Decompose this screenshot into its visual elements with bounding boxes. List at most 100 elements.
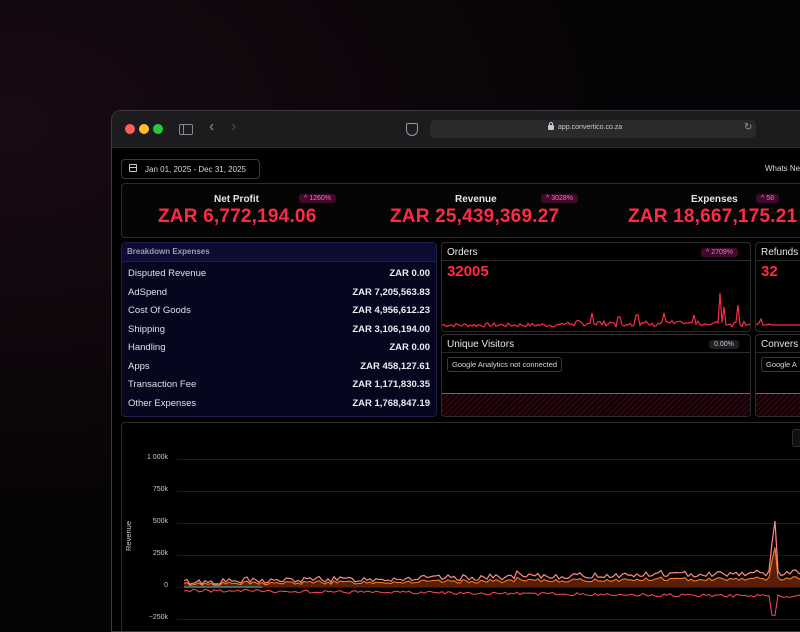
breakdown-expenses-panel: Breakdown Expenses Disputed Revenue ZAR 0… xyxy=(121,242,437,417)
unique-visitors-card[interactable]: Unique Visitors 0.00% Google Analytics n… xyxy=(441,334,751,417)
card-title: Unique Visitors xyxy=(447,339,515,350)
empty-chart-area xyxy=(442,393,750,416)
kpi-badge: ^ 58 xyxy=(756,194,780,203)
y-tick-label: 750k xyxy=(152,486,168,493)
y-tick-label: 500k xyxy=(152,518,168,525)
gridline xyxy=(177,459,800,460)
orders-value: 32005 xyxy=(447,263,489,280)
refunds-sparkline xyxy=(756,317,800,326)
kpi-value: ZAR 18,667,175.21 xyxy=(628,206,798,227)
chart-options-button[interactable] xyxy=(792,429,800,447)
row-value: ZAR 4,956,612.23 xyxy=(352,305,430,316)
row-value: ZAR 3,106,194.00 xyxy=(352,324,430,335)
kpi-badge: ^ 3028% xyxy=(541,194,579,203)
kpi-badge: ^ 1260% xyxy=(299,194,337,203)
revenue-area xyxy=(184,547,800,587)
card-divider xyxy=(442,352,750,353)
y-tick-label: 0 xyxy=(164,582,168,589)
lock-icon xyxy=(548,122,554,130)
reload-icon[interactable]: ↻ xyxy=(744,122,753,133)
kpi-name: Expenses xyxy=(691,194,738,205)
revenue-line xyxy=(183,520,800,586)
sidebar-toggle-icon[interactable] xyxy=(179,124,193,135)
row-label: Disputed Revenue xyxy=(128,268,207,279)
breakdown-row: Cost Of Goods ZAR 4,956,612.23 xyxy=(128,302,430,320)
kpi-name: Revenue xyxy=(455,194,497,205)
breakdown-row: Shipping ZAR 3,106,194.00 xyxy=(128,321,430,339)
gridline xyxy=(177,555,800,556)
row-label: Other Expenses xyxy=(128,398,197,409)
y-tick-label: 250k xyxy=(152,550,168,557)
row-label: Apps xyxy=(128,361,150,372)
card-divider xyxy=(756,352,800,353)
gridline xyxy=(177,619,800,620)
revenue-negative-line xyxy=(183,588,800,616)
close-window-button[interactable] xyxy=(125,124,135,134)
revenue-chart: 1 000k 750k 500k 250k 0 −250k Revenue xyxy=(121,422,800,631)
row-label: Transaction Fee xyxy=(128,379,197,390)
browser-window: ‹ › app.convertico.co.za ↻ Jan 01, 2025 … xyxy=(111,110,800,632)
revenue-line-secondary xyxy=(183,547,800,586)
breakdown-row: Transaction Fee ZAR 1,171,830.35 xyxy=(128,376,430,394)
row-label: Shipping xyxy=(128,324,165,335)
breakdown-row: Apps ZAR 458,127.61 xyxy=(128,358,430,376)
shield-icon[interactable] xyxy=(406,123,418,136)
orders-sparkline-path xyxy=(442,292,750,329)
y-tick-label: 1 000k xyxy=(146,454,168,461)
card-title: Orders xyxy=(447,247,478,258)
row-value: ZAR 7,205,563.83 xyxy=(352,287,430,298)
kpi-value: ZAR 25,439,369.27 xyxy=(390,206,560,227)
kpi-value: ZAR 6,772,194.06 xyxy=(158,206,317,227)
row-label: AdSpend xyxy=(128,287,168,298)
orders-sparkline xyxy=(442,292,750,329)
breakdown-row: Handling ZAR 0.00 xyxy=(128,339,430,357)
panel-title: Breakdown Expenses xyxy=(122,243,436,262)
date-range-picker[interactable]: Jan 01, 2025 - Dec 31, 2025 xyxy=(121,159,260,179)
row-value: ZAR 0.00 xyxy=(389,342,430,353)
date-range-label: Jan 01, 2025 - Dec 31, 2025 xyxy=(145,165,246,174)
gridline xyxy=(177,587,800,588)
gridline xyxy=(177,491,800,492)
breakdown-row: AdSpend ZAR 7,205,563.83 xyxy=(128,284,430,302)
analytics-status: Google A xyxy=(761,357,800,372)
kpi-net-profit: Net Profit ^ 1260% ZAR 6,772,194.06 xyxy=(122,184,352,237)
url-text: app.convertico.co.za xyxy=(558,124,623,131)
y-tick-label: −250k xyxy=(148,614,168,621)
refunds-value: 32 xyxy=(761,263,778,280)
row-value: ZAR 0.00 xyxy=(389,268,430,279)
card-divider xyxy=(756,260,800,261)
row-value: ZAR 1,171,830.35 xyxy=(352,379,430,390)
breakdown-row: Disputed Revenue ZAR 0.00 xyxy=(128,265,430,283)
kpi-expenses: Expenses ^ 58 ZAR 18,667,175.21 xyxy=(602,184,800,237)
analytics-status: Google Analytics not connected xyxy=(447,357,563,372)
minimize-window-button[interactable] xyxy=(139,124,149,134)
revenue-series xyxy=(183,520,800,616)
card-title: Convers xyxy=(761,339,799,350)
visitors-badge: 0.00% xyxy=(709,340,739,349)
dashboard: Jan 01, 2025 - Dec 31, 2025 Whats Ne Net… xyxy=(112,148,800,631)
back-arrow-icon[interactable]: ‹ xyxy=(209,118,215,135)
empty-chart-area xyxy=(756,393,800,416)
kpi-revenue: Revenue ^ 3028% ZAR 25,439,369.27 xyxy=(362,184,592,237)
calendar-icon xyxy=(129,164,137,172)
breakdown-row: Other Expenses ZAR 1,768,847.19 xyxy=(128,395,430,413)
row-value: ZAR 458,127.61 xyxy=(360,361,430,372)
card-divider xyxy=(442,260,750,261)
browser-toolbar: ‹ › app.convertico.co.za ↻ xyxy=(112,111,800,148)
gridline xyxy=(177,523,800,524)
row-value: ZAR 1,768,847.19 xyxy=(352,398,430,409)
row-label: Handling xyxy=(128,342,166,353)
kpi-summary: Net Profit ^ 1260% ZAR 6,772,194.06 Reve… xyxy=(121,183,800,238)
orders-card[interactable]: Orders ^ 2709% 32005 xyxy=(441,242,751,332)
address-bar[interactable]: app.convertico.co.za xyxy=(430,120,756,138)
refunds-card[interactable]: Refunds 32 xyxy=(755,242,800,332)
whats-new-link[interactable]: Whats Ne xyxy=(765,164,800,173)
conversion-card[interactable]: Convers Google A xyxy=(755,334,800,417)
maximize-window-button[interactable] xyxy=(153,124,163,134)
kpi-name: Net Profit xyxy=(214,194,259,205)
row-label: Cost Of Goods xyxy=(128,305,191,316)
forward-arrow-icon[interactable]: › xyxy=(231,118,237,135)
refunds-sparkline-path xyxy=(756,317,800,326)
card-title: Refunds xyxy=(761,247,799,258)
orders-badge: ^ 2709% xyxy=(701,248,739,257)
